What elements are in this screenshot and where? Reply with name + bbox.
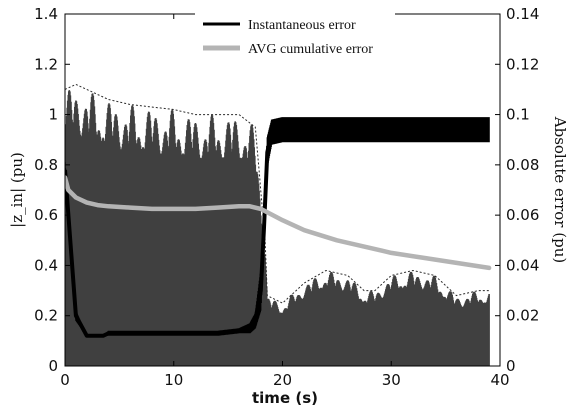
axes: 0 10 20 30 4000.20.40.60.811.21.400.020.040.… — [34, 5, 539, 389]
envelope-upper-edge — [65, 83, 490, 304]
y-tick-label-right: 0.12 — [506, 55, 539, 73]
y-tick-label-right: 0.08 — [506, 156, 539, 174]
y-tick-label-left: 0.8 — [34, 156, 58, 174]
y-tick-label-right: 0.14 — [506, 5, 539, 23]
legend-label-instantaneous: Instantaneous error — [248, 18, 356, 33]
avg-line — [65, 175, 492, 271]
x-axis-label: time (s) — [252, 389, 318, 407]
series-avg-cumulative-error — [65, 175, 492, 271]
y-tick-label-right: 0.1 — [506, 106, 530, 124]
series-envelope — [65, 83, 490, 366]
x-tick-label: 40 — [490, 371, 509, 389]
y-axis-label-left: |z_in| (pu) — [8, 152, 26, 228]
y-axis-label-right: Absolute error (pu) — [551, 116, 567, 263]
x-tick-label: 0 — [60, 371, 70, 389]
series-instantaneous-error — [65, 117, 490, 338]
x-tick-label: 10 — [164, 371, 183, 389]
y-tick-label-left: 0.4 — [34, 256, 58, 274]
y-tick-label-left: 0.6 — [34, 206, 58, 224]
legend: Instantaneous error AVG cumulative error — [195, 5, 395, 61]
y-tick-label-right: 0.04 — [506, 256, 539, 274]
y-tick-label-left: 1 — [48, 106, 58, 124]
x-tick-label: 20 — [273, 371, 292, 389]
y-tick-label-left: 1.2 — [34, 55, 58, 73]
instantaneous-line — [65, 127, 490, 338]
y-tick-label-left: 0 — [48, 357, 58, 375]
y-tick-label-right: 0.06 — [506, 206, 539, 224]
plot-area — [65, 83, 492, 366]
envelope-fill — [65, 90, 490, 366]
legend-label-avg: AVG cumulative error — [248, 42, 373, 57]
y-tick-label-right: 0.02 — [506, 307, 539, 325]
x-tick-label: 30 — [382, 371, 401, 389]
y-tick-label-left: 0.2 — [34, 307, 58, 325]
y-tick-label-left: 1.4 — [34, 5, 58, 23]
legend-box — [195, 5, 395, 61]
y-tick-label-right: 0 — [506, 357, 516, 375]
